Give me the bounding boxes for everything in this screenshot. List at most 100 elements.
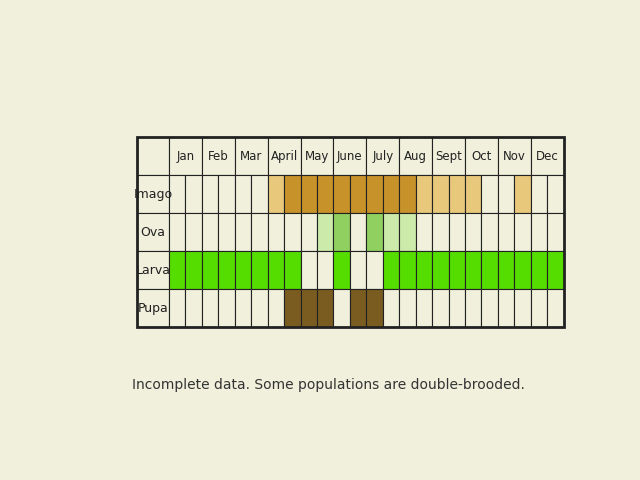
Bar [137,175,169,213]
Bar [498,175,515,213]
Bar [498,289,515,327]
Bar [465,213,481,251]
Bar [268,175,284,213]
Bar [317,289,333,327]
Bar [449,213,465,251]
Bar [284,289,301,327]
Bar [301,213,317,251]
Bar [235,137,268,175]
Bar [383,213,399,251]
Bar [137,289,169,327]
Bar [531,289,547,327]
Bar [432,175,449,213]
Bar [333,289,350,327]
Bar [465,289,481,327]
Bar [498,213,515,251]
Bar [415,175,432,213]
Text: Ova: Ova [141,226,166,239]
Text: Pupa: Pupa [138,302,168,315]
Bar [137,213,169,251]
Bar [137,137,564,327]
Bar [137,137,169,175]
Bar [432,251,449,289]
Bar [333,251,350,289]
Bar [284,251,301,289]
Bar [317,213,333,251]
Bar [383,289,399,327]
Bar [169,137,202,175]
Bar [350,213,366,251]
Bar [268,213,284,251]
Bar [301,175,317,213]
Bar [284,213,301,251]
Bar [449,289,465,327]
Text: May: May [305,150,329,163]
Bar [252,175,268,213]
Bar [399,251,415,289]
Bar [366,137,399,175]
Bar [366,213,383,251]
Bar [186,251,202,289]
Bar [333,137,366,175]
Bar [432,213,449,251]
Bar [366,175,383,213]
Bar [399,213,415,251]
Text: Dec: Dec [536,150,559,163]
Bar [252,213,268,251]
Bar [481,175,498,213]
Bar [186,175,202,213]
Bar [366,251,383,289]
Bar [186,213,202,251]
Bar [547,213,564,251]
Text: Aug: Aug [404,150,427,163]
Bar [333,213,350,251]
Bar [399,137,432,175]
Text: Feb: Feb [208,150,228,163]
Bar [169,251,186,289]
Bar [432,289,449,327]
Bar [449,251,465,289]
Bar [415,251,432,289]
Text: Nov: Nov [503,150,525,163]
Bar [235,289,252,327]
Bar [317,251,333,289]
Bar [383,175,399,213]
Bar [366,289,383,327]
Bar [202,175,218,213]
Bar [202,213,218,251]
Text: Imago: Imago [134,188,173,201]
Bar [498,137,531,175]
Bar [186,289,202,327]
Bar [481,213,498,251]
Bar [252,289,268,327]
Bar [235,175,252,213]
Bar [481,251,498,289]
Bar [350,251,366,289]
Bar [202,289,218,327]
Bar [218,213,235,251]
Bar [399,289,415,327]
Bar [301,289,317,327]
Bar [169,175,186,213]
Bar [350,175,366,213]
Bar [333,175,350,213]
Bar [383,251,399,289]
Text: April: April [271,150,298,163]
Bar [317,175,333,213]
Text: Larva: Larva [136,264,170,277]
Bar [301,137,333,175]
Bar [399,175,415,213]
Text: July: July [372,150,394,163]
Bar [415,213,432,251]
Bar [169,289,186,327]
Bar [515,289,531,327]
Bar [202,137,235,175]
Bar [268,289,284,327]
Bar [284,175,301,213]
Bar [547,251,564,289]
Bar [268,251,284,289]
Text: Mar: Mar [240,150,262,163]
Text: Oct: Oct [471,150,492,163]
Bar [169,213,186,251]
Bar [235,213,252,251]
